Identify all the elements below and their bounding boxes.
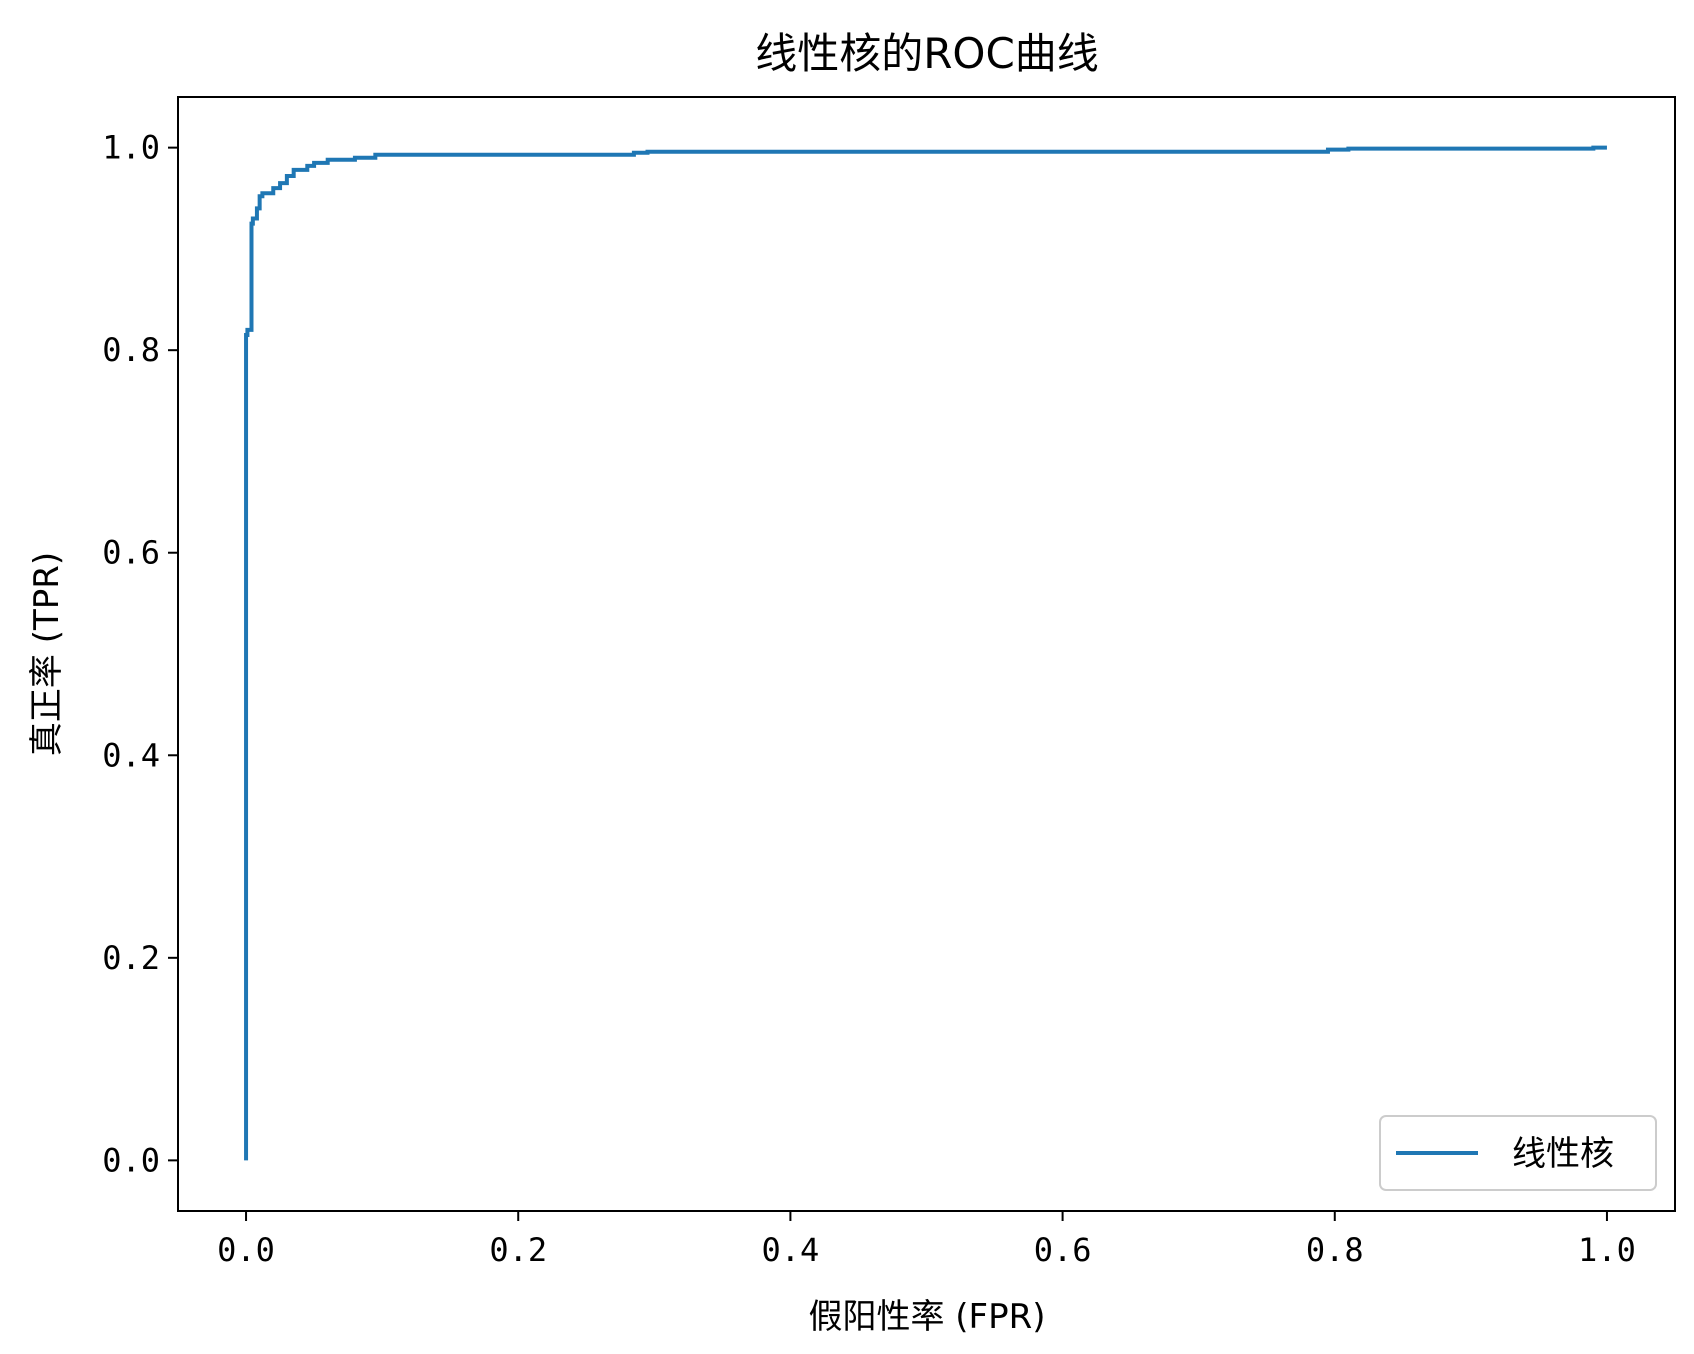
axes-frame [177, 96, 1676, 1212]
y-tick-label: 0.4 [102, 736, 160, 774]
y-tick-label: 0.0 [102, 1141, 160, 1179]
y-tick-label: 0.2 [102, 939, 160, 977]
roc-curve-line [244, 145, 1607, 1161]
y-tick-label: 1.0 [102, 129, 160, 167]
x-tick-label: 0.6 [1034, 1231, 1092, 1269]
legend-box [1379, 1115, 1657, 1191]
x-tick-label: 0.8 [1306, 1231, 1364, 1269]
x-tick-label: 0.0 [217, 1231, 275, 1269]
y-tick-label: 0.8 [102, 331, 160, 369]
x-tick-label: 0.4 [762, 1231, 820, 1269]
legend: 线性核 [1379, 1115, 1657, 1191]
x-axis: 0.0 0.2 0.4 0.6 0.8 1.0 [217, 1211, 1636, 1269]
y-axis: 0.0 0.2 0.4 0.6 0.8 1.0 [102, 129, 178, 1179]
x-tick-label: 1.0 [1578, 1231, 1636, 1269]
x-axis-label: 假阳性率 (FPR) [808, 1297, 1045, 1337]
y-axis-label: 真正率 (TPR) [27, 552, 67, 756]
legend-label: 线性核 [1512, 1134, 1614, 1174]
plot-area [244, 145, 1607, 1161]
chart-title: 线性核的ROC曲线 [755, 29, 1099, 78]
y-tick-label: 0.6 [102, 534, 160, 572]
x-tick-label: 0.2 [489, 1231, 547, 1269]
